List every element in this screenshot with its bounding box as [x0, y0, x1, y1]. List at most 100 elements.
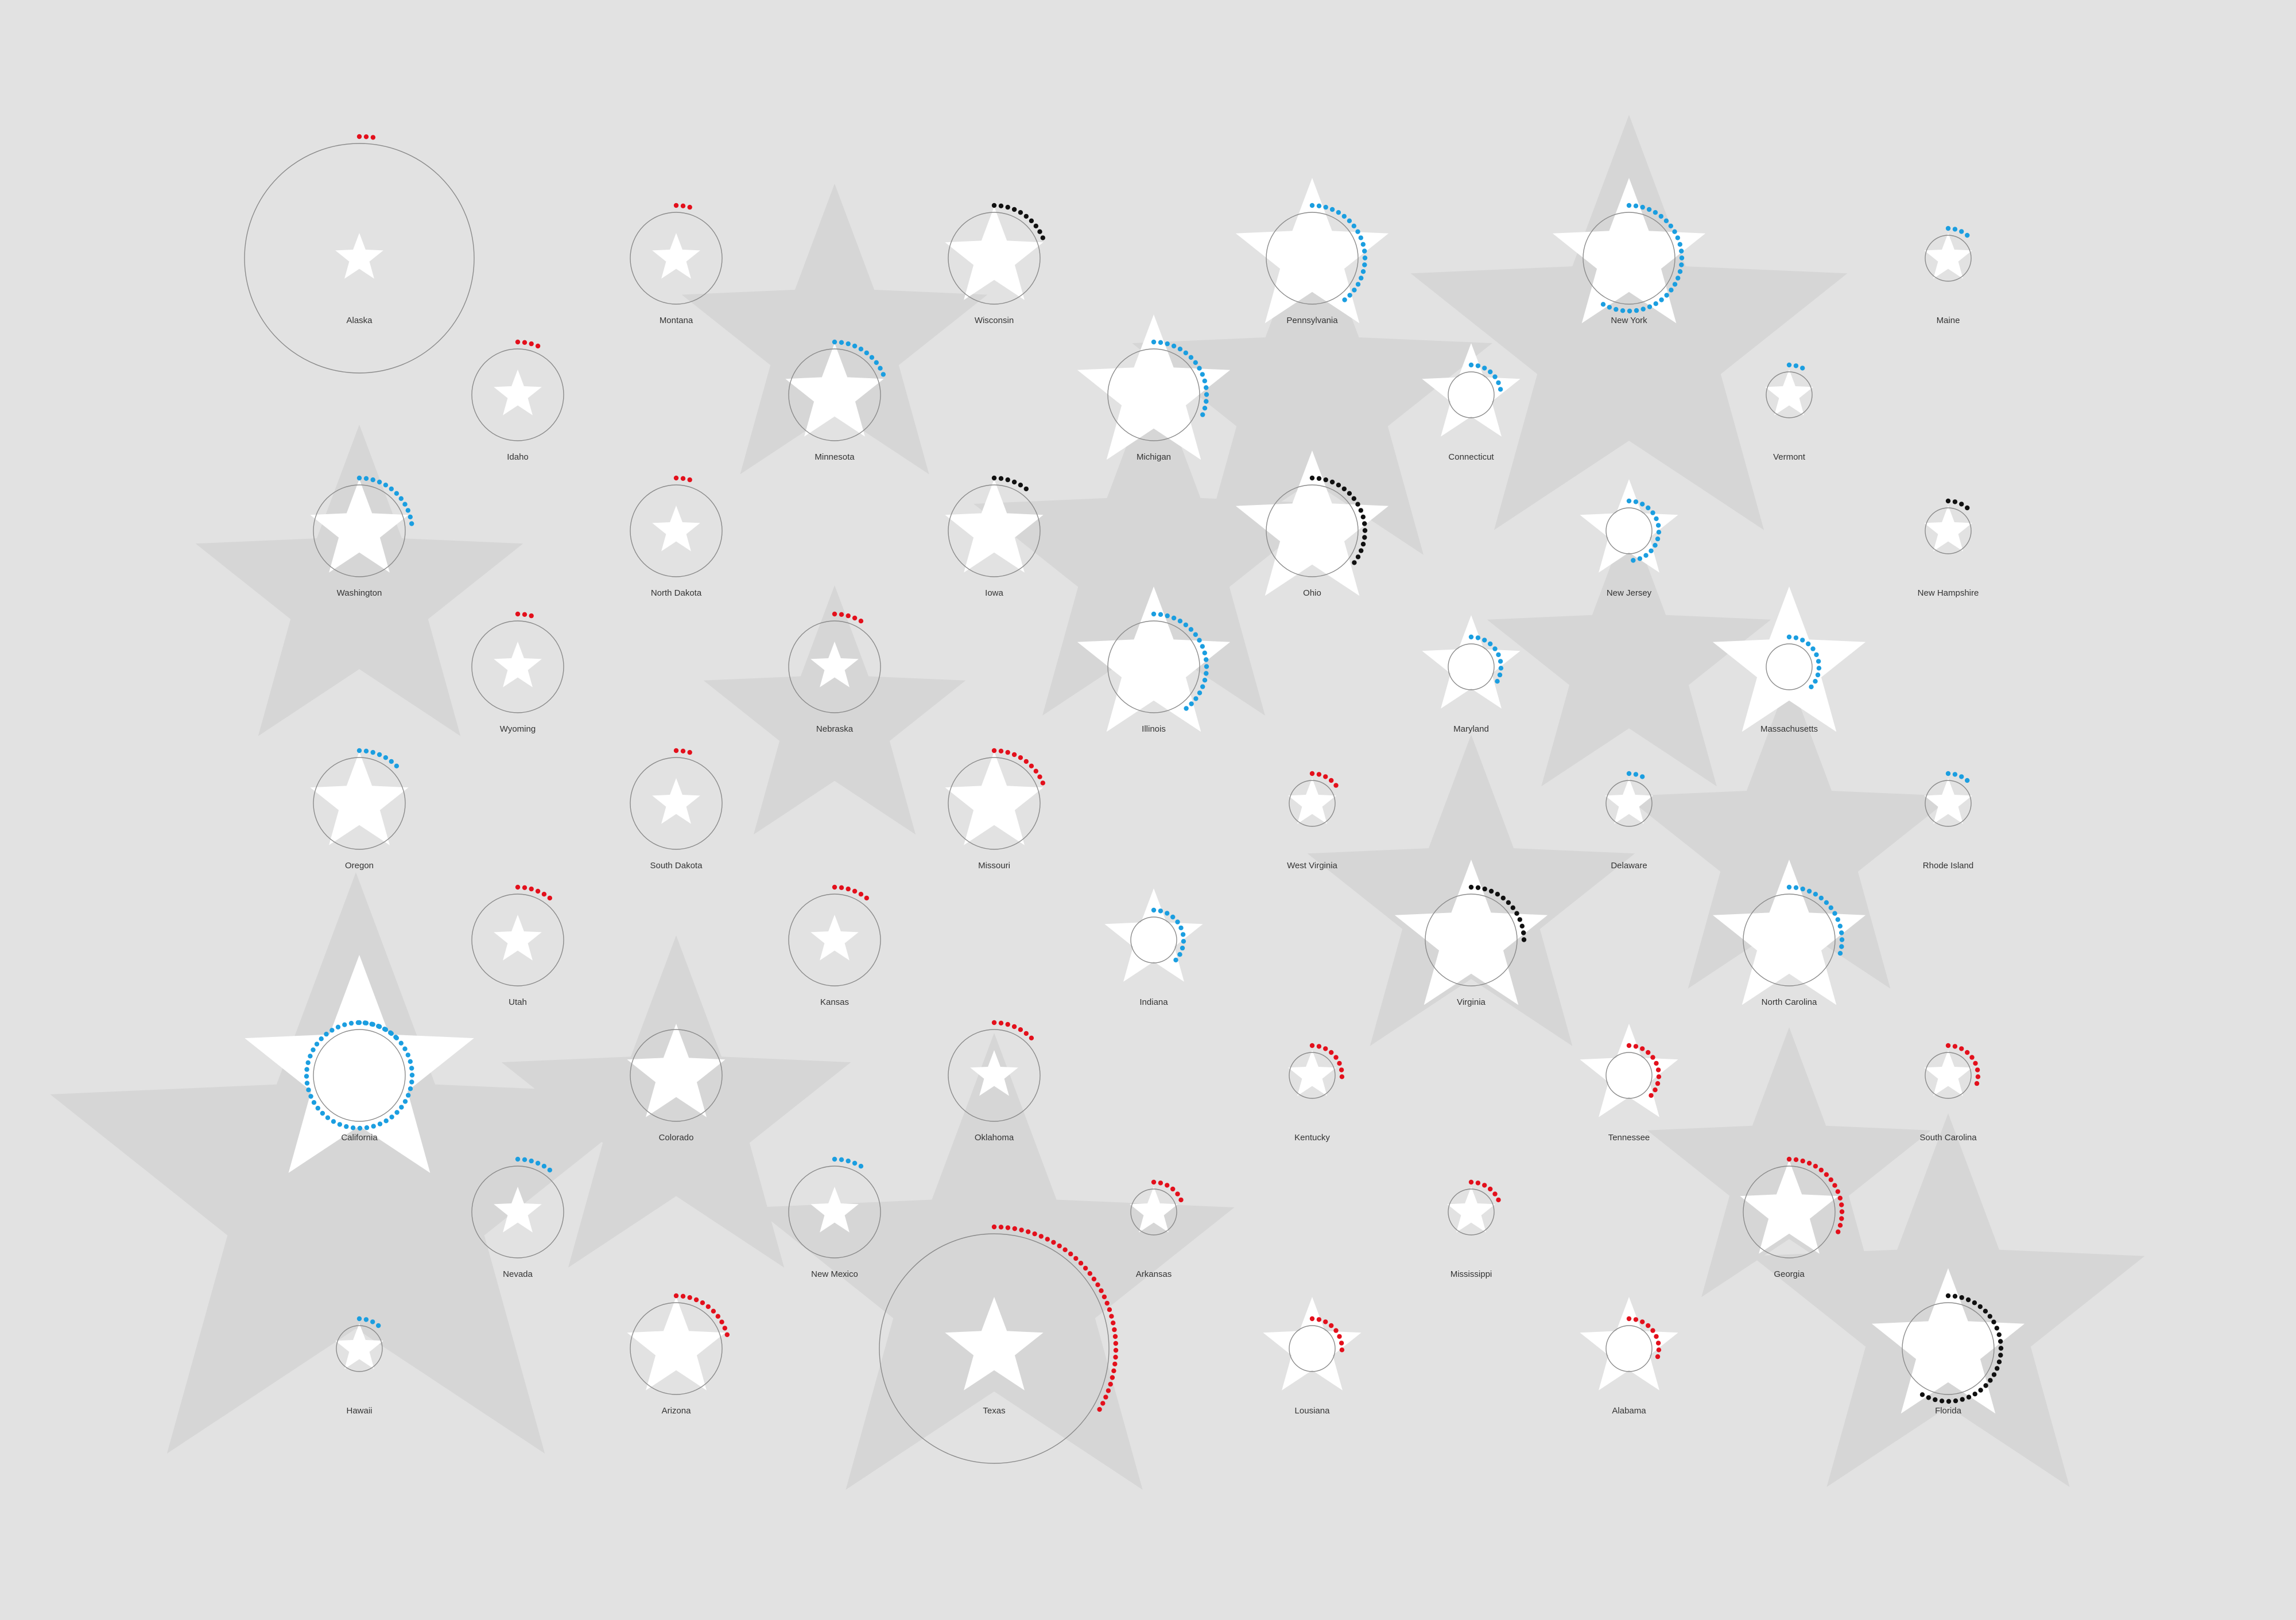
state-star [1871, 1268, 2025, 1414]
shadow-star [1625, 677, 1953, 989]
electoral-dot [1045, 1237, 1050, 1242]
electoral-dot [377, 479, 382, 485]
state-virginia: Virginia [1394, 860, 1548, 1007]
electoral-dot [1809, 684, 1814, 690]
electoral-dot [1188, 355, 1194, 360]
state-star [1288, 778, 1336, 824]
electoral-dot [1482, 638, 1487, 643]
electoral-dot [1005, 204, 1010, 210]
state-star [810, 642, 859, 687]
state-michigan: Michigan [1077, 314, 1231, 462]
electoral-dot [1837, 1195, 1843, 1201]
electoral-dot [1952, 1044, 1958, 1049]
electoral-dot [1988, 1378, 1993, 1383]
state-label: Kansas [820, 997, 849, 1007]
state-star [1924, 506, 1972, 551]
electoral-dot [364, 1125, 370, 1130]
shadow-star [974, 373, 1334, 716]
electoral-dot [1488, 641, 1493, 647]
state-star [970, 1050, 1018, 1096]
electoral-dot [1517, 917, 1522, 922]
electoral-dot [1663, 218, 1669, 223]
electoral-dot [1832, 1183, 1837, 1188]
state-ring [948, 212, 1041, 305]
electoral-dot [1193, 696, 1199, 701]
electoral-dot [1965, 1297, 1971, 1303]
electoral-dot [1952, 1293, 1958, 1299]
electoral-dot [1188, 627, 1194, 632]
electoral-dot [1341, 486, 1347, 492]
electoral-dot [383, 483, 389, 488]
electoral-dot [1352, 288, 1357, 293]
state-ring [1266, 212, 1359, 305]
state-minnesota: Minnesota [785, 339, 886, 462]
electoral-dot [1355, 502, 1360, 507]
electoral-dot [409, 1073, 415, 1078]
electoral-dot [1158, 908, 1163, 914]
electoral-dot [1193, 360, 1198, 365]
electoral-dot [1839, 930, 1844, 935]
state-label: Kentucky [1294, 1133, 1330, 1143]
state-ring [630, 484, 723, 577]
state-ring [244, 143, 475, 374]
electoral-dot [673, 475, 679, 481]
electoral-dot [1649, 548, 1654, 554]
electoral-dot [705, 1304, 711, 1310]
electoral-dot [1475, 1180, 1481, 1186]
electoral-dot [1837, 923, 1843, 929]
electoral-dot [1482, 366, 1487, 371]
electoral-dot [1653, 301, 1658, 306]
electoral-dot [1362, 521, 1367, 526]
electoral-dot [383, 755, 389, 760]
electoral-dot [541, 1164, 547, 1169]
shadow-star [1132, 212, 1492, 555]
electoral-dot [673, 1293, 679, 1299]
state-label: Colorado [659, 1133, 694, 1143]
electoral-dot [1197, 690, 1203, 696]
electoral-dot [1158, 612, 1163, 617]
state-ring [1425, 893, 1518, 986]
electoral-dot [1664, 293, 1669, 298]
electoral-dot [1953, 1398, 1958, 1404]
state-label: Lousiana [1295, 1406, 1331, 1416]
electoral-dot [547, 1167, 552, 1173]
state-indiana: Indiana [1104, 888, 1203, 1007]
electoral-dot [1952, 499, 1958, 504]
electoral-dot [1959, 1046, 1964, 1051]
electoral-dot [1104, 1300, 1110, 1306]
electoral-dot [991, 1224, 997, 1230]
state-star [945, 752, 1044, 845]
electoral-dot [1040, 780, 1046, 786]
electoral-dot [881, 372, 886, 377]
electoral-dot [1676, 275, 1681, 281]
electoral-dot [1994, 1326, 1999, 1331]
electoral-dot [846, 341, 851, 347]
electoral-dot [1112, 1361, 1118, 1367]
electoral-dot [529, 1158, 534, 1164]
electoral-dot [673, 748, 679, 753]
electoral-dot [1358, 508, 1363, 513]
state-ring [1902, 1302, 1995, 1395]
electoral-dot [1793, 363, 1799, 368]
electoral-dot [363, 1317, 369, 1322]
electoral-dot [1011, 1024, 1017, 1030]
electoral-dot [1800, 1158, 1805, 1164]
electoral-dot [1837, 951, 1843, 956]
electoral-dot [1991, 1372, 1997, 1377]
electoral-dot [852, 615, 858, 621]
electoral-dot [394, 1110, 400, 1115]
electoral-dot [998, 1225, 1004, 1230]
electoral-dot [1204, 664, 1209, 669]
electoral-dot [408, 1059, 413, 1065]
electoral-dot [1824, 1172, 1829, 1177]
state-star [652, 233, 700, 279]
electoral-dot [1933, 1397, 1938, 1403]
electoral-dot [1626, 771, 1632, 776]
state-ring [948, 1029, 1041, 1122]
shadow-star [195, 425, 523, 736]
electoral-dot [680, 203, 686, 208]
electoral-dot [1496, 652, 1501, 658]
state-arizona: Arizona [627, 1293, 730, 1416]
electoral-dot [998, 476, 1004, 481]
electoral-dot [1339, 1341, 1344, 1346]
